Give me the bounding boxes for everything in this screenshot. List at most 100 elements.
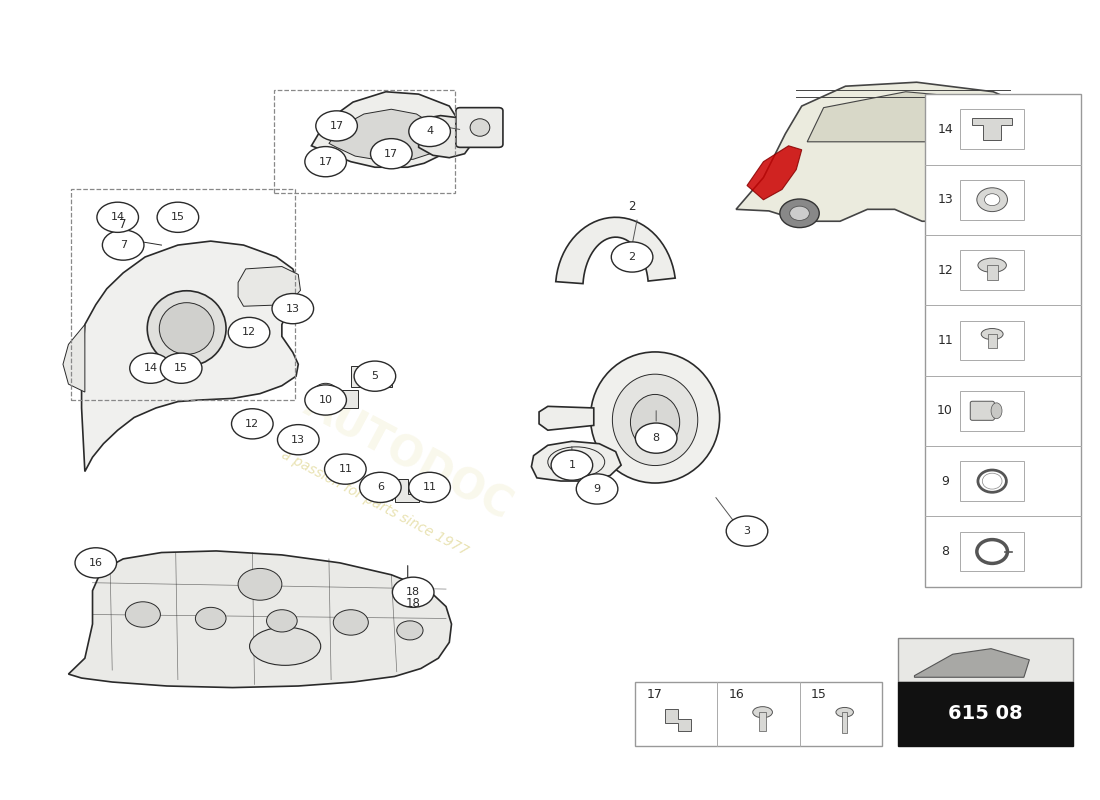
- Text: 15: 15: [170, 212, 185, 222]
- Bar: [925, 94, 1081, 586]
- Ellipse shape: [250, 627, 321, 666]
- Circle shape: [228, 318, 270, 347]
- Bar: [326, 390, 359, 408]
- Text: 14: 14: [143, 363, 157, 374]
- Text: 7: 7: [120, 218, 127, 230]
- Bar: [987, 266, 998, 279]
- Bar: [843, 712, 847, 733]
- Ellipse shape: [991, 403, 1002, 418]
- Text: 17: 17: [384, 149, 398, 158]
- Ellipse shape: [613, 374, 697, 466]
- Ellipse shape: [470, 118, 490, 136]
- Text: 2: 2: [628, 200, 636, 214]
- Text: 12: 12: [245, 419, 260, 429]
- Text: 16: 16: [728, 688, 744, 702]
- Text: 9: 9: [942, 474, 949, 488]
- Text: 16: 16: [89, 558, 102, 568]
- Ellipse shape: [630, 394, 680, 450]
- Circle shape: [272, 294, 313, 324]
- Text: 10: 10: [319, 395, 332, 405]
- Polygon shape: [736, 82, 1065, 222]
- Circle shape: [231, 409, 273, 439]
- Bar: [898, 638, 1074, 682]
- Circle shape: [305, 385, 346, 415]
- Polygon shape: [972, 118, 1012, 141]
- Polygon shape: [329, 110, 442, 161]
- Text: 4: 4: [426, 126, 433, 137]
- Text: 2: 2: [628, 252, 636, 262]
- Bar: [960, 462, 1024, 501]
- Ellipse shape: [836, 707, 854, 717]
- Circle shape: [397, 621, 424, 640]
- Circle shape: [354, 361, 396, 391]
- Circle shape: [636, 423, 676, 454]
- Text: 13: 13: [937, 193, 953, 206]
- Text: 3: 3: [744, 526, 750, 536]
- Bar: [70, 190, 295, 400]
- Bar: [636, 682, 881, 746]
- Bar: [960, 391, 1024, 430]
- Circle shape: [316, 111, 358, 141]
- Bar: [960, 321, 1024, 360]
- Text: 615 08: 615 08: [948, 704, 1023, 723]
- Circle shape: [409, 116, 450, 146]
- Circle shape: [780, 199, 820, 228]
- Text: 18: 18: [406, 587, 420, 598]
- Circle shape: [790, 206, 810, 221]
- Text: 8: 8: [652, 433, 660, 443]
- Text: 5: 5: [372, 371, 378, 381]
- Text: 12: 12: [937, 263, 953, 277]
- Circle shape: [97, 202, 139, 232]
- Text: 12: 12: [242, 327, 256, 338]
- Polygon shape: [556, 218, 675, 284]
- Ellipse shape: [977, 188, 1008, 212]
- Circle shape: [551, 450, 593, 480]
- Circle shape: [75, 548, 117, 578]
- Text: 11: 11: [422, 482, 437, 492]
- Bar: [759, 712, 766, 731]
- Text: 14: 14: [937, 123, 953, 136]
- Text: 17: 17: [319, 157, 332, 166]
- Polygon shape: [238, 266, 300, 306]
- Text: 13: 13: [292, 434, 306, 445]
- Circle shape: [157, 202, 199, 232]
- Circle shape: [130, 353, 172, 383]
- Polygon shape: [68, 551, 451, 687]
- Circle shape: [393, 577, 434, 607]
- Circle shape: [161, 353, 202, 383]
- Bar: [274, 90, 454, 194]
- Circle shape: [409, 472, 450, 502]
- Circle shape: [612, 242, 653, 272]
- Circle shape: [969, 206, 989, 221]
- Polygon shape: [914, 649, 1030, 678]
- Text: AUTODOC: AUTODOC: [297, 383, 519, 528]
- Text: 17: 17: [330, 121, 343, 131]
- Polygon shape: [63, 325, 85, 392]
- Polygon shape: [370, 481, 393, 500]
- Bar: [988, 334, 997, 348]
- Text: 10: 10: [937, 404, 953, 418]
- Text: a passion for parts since 1977: a passion for parts since 1977: [279, 448, 471, 558]
- Circle shape: [277, 425, 319, 455]
- Bar: [960, 532, 1024, 571]
- Text: 17: 17: [647, 688, 662, 702]
- Bar: [898, 682, 1074, 746]
- Circle shape: [726, 516, 768, 546]
- Circle shape: [125, 602, 161, 627]
- Circle shape: [324, 454, 366, 484]
- Circle shape: [305, 146, 346, 177]
- Polygon shape: [81, 241, 298, 471]
- Circle shape: [576, 474, 618, 504]
- Bar: [960, 250, 1024, 290]
- Ellipse shape: [981, 329, 1003, 340]
- Bar: [960, 180, 1024, 219]
- Text: 11: 11: [937, 334, 953, 347]
- Text: 7: 7: [120, 240, 127, 250]
- Ellipse shape: [147, 290, 226, 366]
- Circle shape: [196, 607, 225, 630]
- Text: 18: 18: [406, 597, 420, 610]
- Ellipse shape: [160, 302, 215, 354]
- Text: 15: 15: [174, 363, 188, 374]
- Circle shape: [266, 610, 297, 632]
- Circle shape: [238, 569, 282, 600]
